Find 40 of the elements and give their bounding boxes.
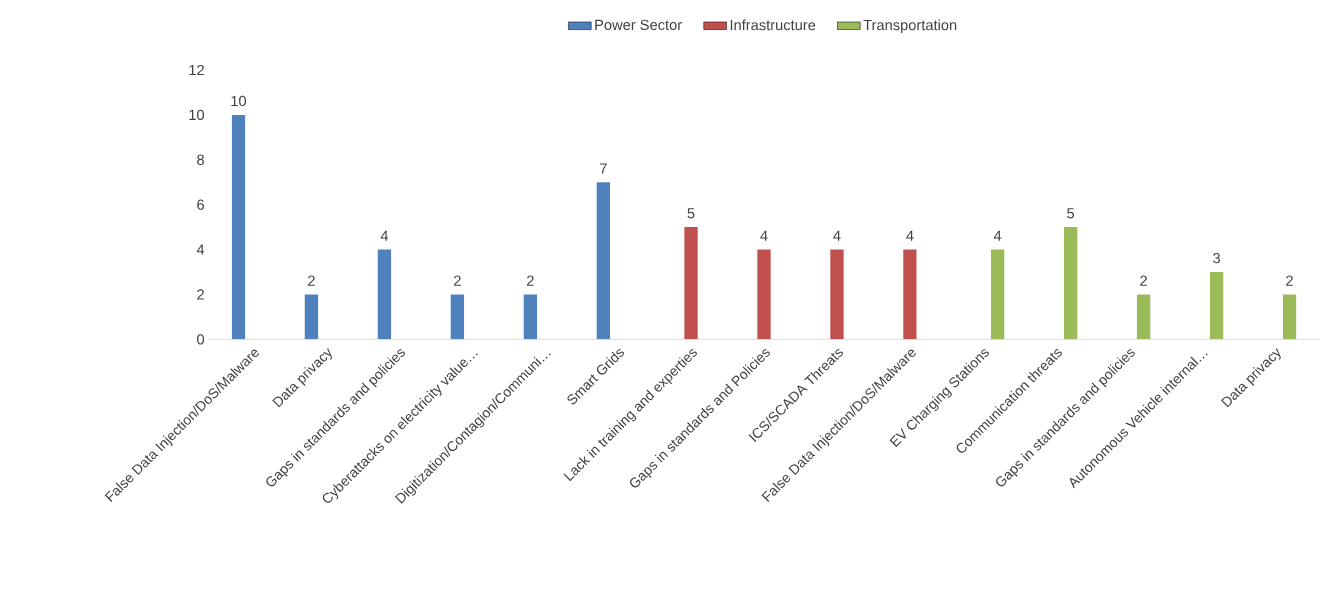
bar: [1209, 272, 1224, 340]
bar: [523, 294, 538, 340]
y-tick-label: 0: [197, 334, 205, 345]
data-label: 3: [1213, 252, 1220, 264]
bar: [990, 249, 1005, 340]
y-tick-label: 8: [197, 154, 204, 165]
data-label: 4: [993, 230, 1002, 241]
legend-label: Power Sector: [595, 19, 682, 31]
bar: [830, 249, 844, 340]
bar: [1063, 227, 1078, 340]
data-label: 4: [833, 230, 841, 241]
y-tick-label: 10: [189, 109, 205, 121]
legend-label: Transportation: [863, 19, 957, 34]
bar: [903, 249, 917, 340]
data-label: 5: [1067, 208, 1075, 219]
data-label: 2: [454, 275, 461, 286]
y-tick-label: 2: [197, 289, 204, 300]
bar: [1282, 294, 1297, 340]
data-label: 2: [1140, 275, 1147, 286]
bar: [1136, 294, 1151, 340]
bar: [304, 294, 319, 340]
data-label: 2: [527, 275, 534, 286]
data-label: 7: [600, 163, 607, 174]
y-tick-label: 6: [197, 199, 204, 210]
data-label: 5: [687, 208, 695, 219]
data-label: 4: [380, 230, 389, 241]
bar: [450, 294, 465, 340]
bar: [596, 182, 611, 340]
data-label: 2: [308, 275, 315, 286]
data-label: 10: [231, 95, 247, 107]
bar: [757, 249, 771, 340]
legend-label: Infrastructure: [730, 19, 816, 31]
bar: [377, 249, 392, 340]
data-label: 4: [906, 230, 914, 241]
y-tick-label: 12: [189, 64, 204, 76]
y-tick-label: 4: [196, 244, 205, 255]
data-label: 2: [1286, 275, 1293, 286]
bar: [684, 227, 698, 340]
bar: [231, 114, 246, 340]
data-label: 4: [760, 230, 768, 241]
